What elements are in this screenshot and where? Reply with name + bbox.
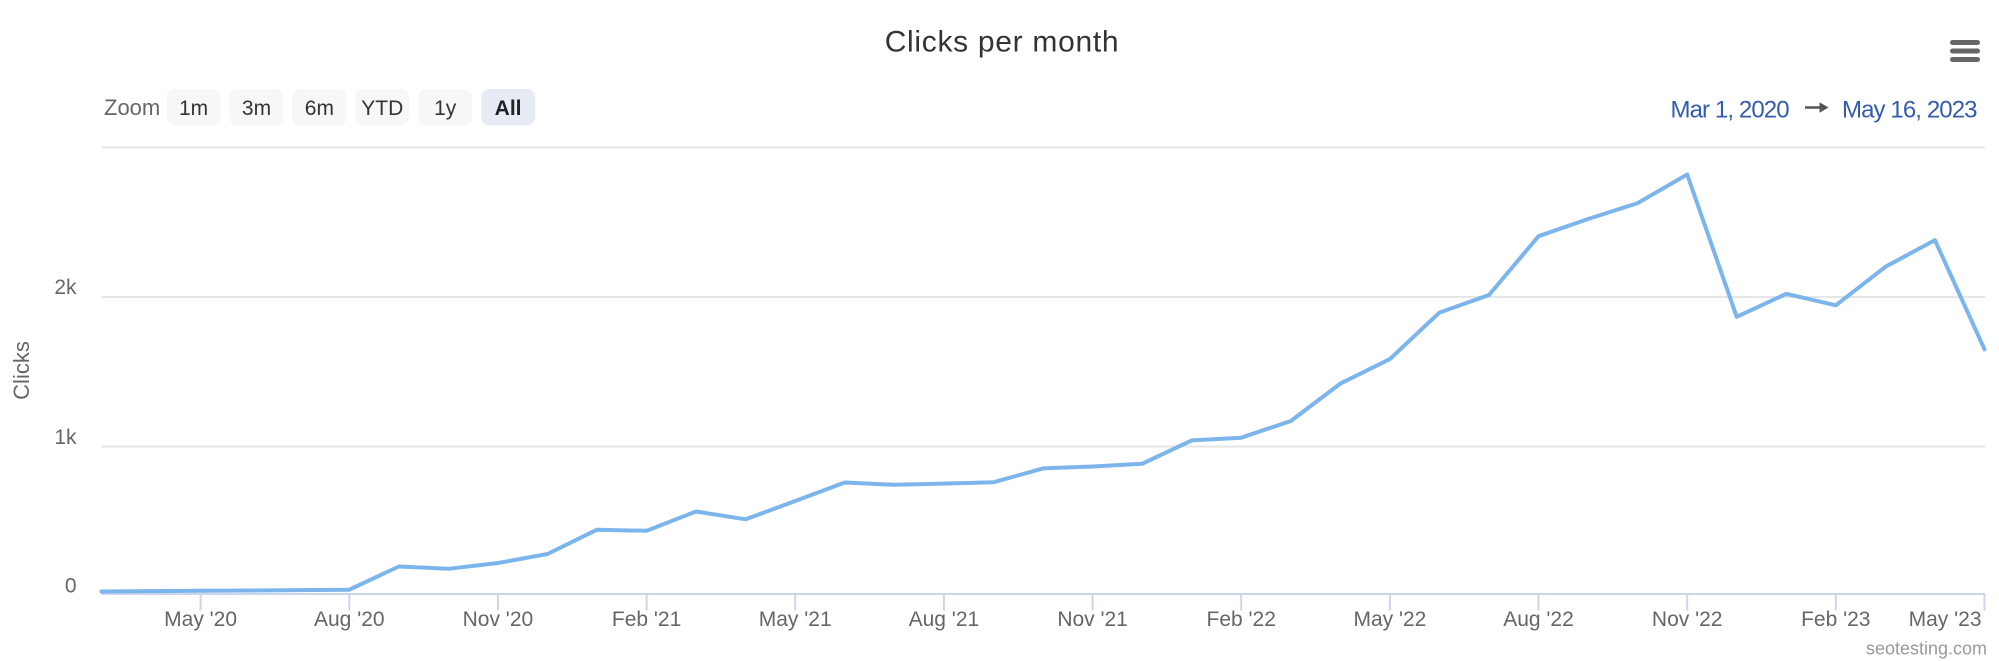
svg-text:May 16, 2023: May 16, 2023 <box>1842 97 1977 124</box>
svg-text:0: 0 <box>65 575 77 598</box>
svg-text:May '20: May '20 <box>164 608 237 631</box>
svg-text:Nov '20: Nov '20 <box>463 608 534 631</box>
svg-text:6m: 6m <box>305 97 334 120</box>
svg-text:Feb '21: Feb '21 <box>612 608 681 631</box>
svg-text:2k: 2k <box>54 276 77 299</box>
svg-text:3m: 3m <box>242 97 271 120</box>
svg-text:1y: 1y <box>434 97 457 120</box>
svg-text:Feb '23: Feb '23 <box>1801 608 1870 631</box>
svg-text:seotesting.com: seotesting.com <box>1866 639 1987 659</box>
svg-text:Clicks per month: Clicks per month <box>885 26 1120 59</box>
svg-text:Aug '22: Aug '22 <box>1503 608 1574 631</box>
svg-text:May '21: May '21 <box>759 608 832 631</box>
svg-text:Mar 1, 2020: Mar 1, 2020 <box>1671 97 1790 124</box>
svg-text:Feb '22: Feb '22 <box>1207 608 1276 631</box>
svg-text:Nov '21: Nov '21 <box>1057 608 1128 631</box>
svg-text:May '23: May '23 <box>1909 608 1982 631</box>
svg-text:1k: 1k <box>54 426 77 449</box>
svg-text:Nov '22: Nov '22 <box>1652 608 1723 631</box>
svg-text:Aug '21: Aug '21 <box>909 608 980 631</box>
svg-text:All: All <box>495 97 522 120</box>
svg-text:May '22: May '22 <box>1353 608 1426 631</box>
svg-text:Clicks: Clicks <box>9 341 34 400</box>
svg-text:1m: 1m <box>179 97 208 120</box>
svg-text:Aug '20: Aug '20 <box>314 608 385 631</box>
svg-text:YTD: YTD <box>361 97 403 120</box>
svg-text:Zoom: Zoom <box>104 95 160 120</box>
